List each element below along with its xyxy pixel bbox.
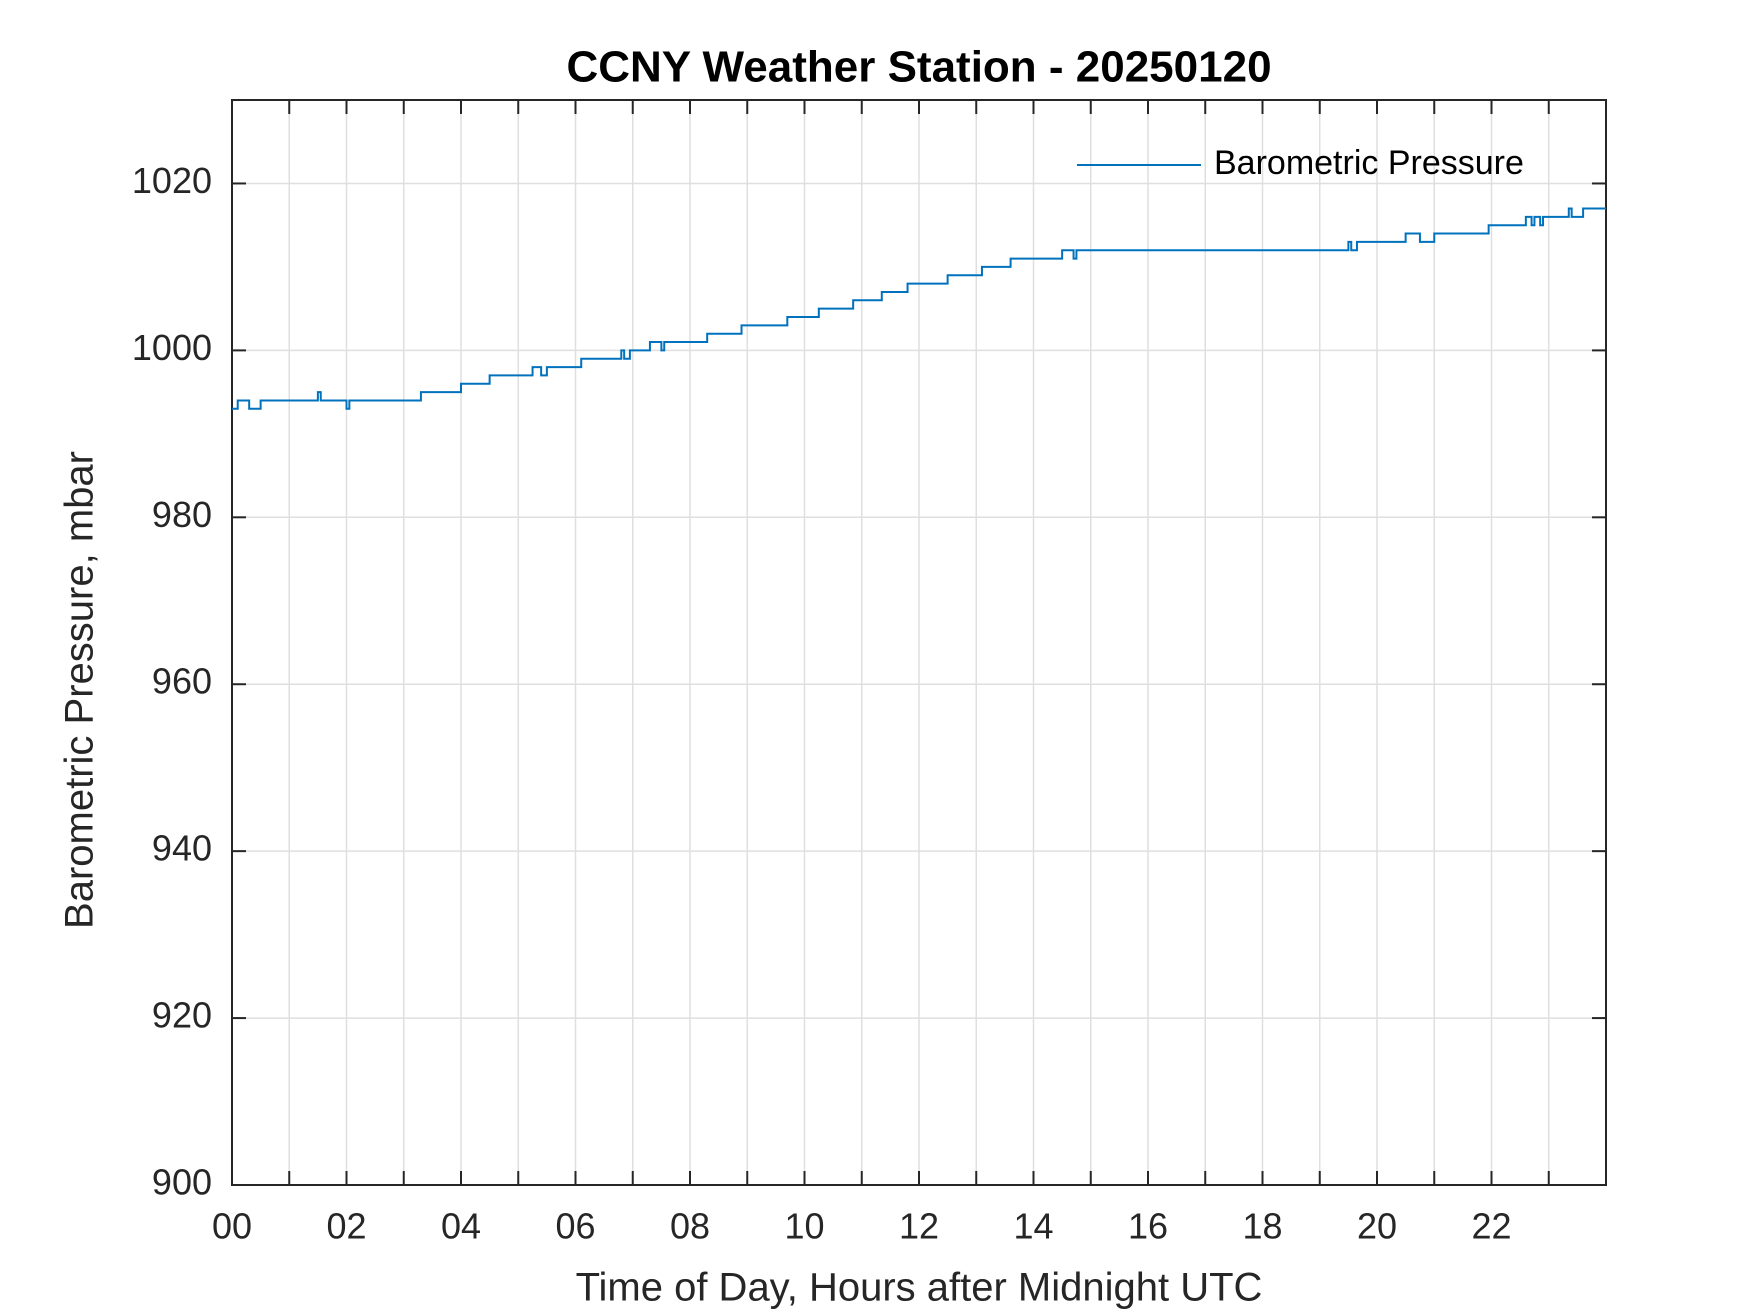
x-tick-label: 20 bbox=[1357, 1206, 1397, 1247]
y-tick-label: 920 bbox=[152, 995, 212, 1036]
x-tick-label: 00 bbox=[212, 1206, 252, 1247]
x-tick-label: 10 bbox=[784, 1206, 824, 1247]
y-tick-label: 940 bbox=[152, 828, 212, 869]
x-tick-label: 14 bbox=[1013, 1206, 1053, 1247]
y-tick-label: 1000 bbox=[132, 327, 212, 368]
x-tick-label: 06 bbox=[555, 1206, 595, 1247]
y-tick-label: 900 bbox=[152, 1162, 212, 1203]
x-tick-label: 02 bbox=[326, 1206, 366, 1247]
y-tick-label: 1020 bbox=[132, 160, 212, 201]
y-axis-label: Barometric Pressure, mbar bbox=[58, 451, 102, 929]
data-line bbox=[232, 207, 1606, 410]
x-tick-label: 12 bbox=[899, 1206, 939, 1247]
x-tick-label: 04 bbox=[441, 1206, 481, 1247]
plot-frame bbox=[231, 99, 1607, 1186]
x-tick-label: 22 bbox=[1471, 1206, 1511, 1247]
y-tick-label: 960 bbox=[152, 661, 212, 702]
legend-label: Barometric Pressure bbox=[1214, 144, 1524, 182]
x-tick-label: 16 bbox=[1128, 1206, 1168, 1247]
x-tick-label: 18 bbox=[1242, 1206, 1282, 1247]
x-axis-label: Time of Day, Hours after Midnight UTC bbox=[576, 1266, 1263, 1310]
chart-title: CCNY Weather Station - 20250120 bbox=[566, 43, 1271, 92]
y-tick-label: 980 bbox=[152, 494, 212, 535]
x-tick-label: 08 bbox=[670, 1206, 710, 1247]
